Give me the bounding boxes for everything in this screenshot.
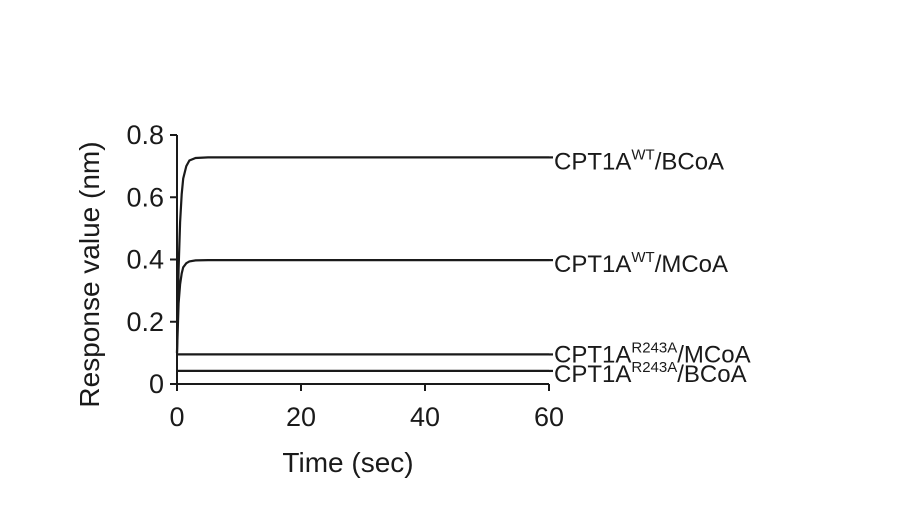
y-tick-label: 0.2 — [126, 307, 164, 337]
x-tick-label: 60 — [534, 402, 564, 432]
x-tick-label: 20 — [286, 402, 316, 432]
y-tick-label: 0.8 — [126, 120, 164, 150]
x-tick-label: 40 — [410, 402, 440, 432]
series-label-4: CPT1AR243A/BCoA — [554, 359, 747, 388]
series-label-1: CPT1AWT/BCoA — [554, 146, 724, 175]
y-axis-title: Response value (nm) — [74, 141, 105, 407]
series-line-2 — [175, 259, 549, 353]
y-tick-label: 0.6 — [126, 182, 164, 212]
y-tick-label: 0 — [149, 369, 164, 399]
ticks: 0 0.2 0.4 0.6 0.8 0 20 40 60 — [126, 120, 564, 432]
series-group — [175, 156, 553, 373]
series-line-1 — [175, 156, 549, 353]
series-labels: CPT1AWT/BCoA CPT1AWT/MCoA CPT1AR243A/MCoAC… — [554, 146, 751, 388]
series-label-2: CPT1AWT/MCoA — [554, 249, 728, 278]
y-tick-label: 0.4 — [126, 245, 164, 275]
x-tick-label: 0 — [169, 402, 184, 432]
series-label-3: CPT1AR243A/MCoA — [554, 339, 751, 368]
x-axis-title: Time (sec) — [282, 447, 413, 478]
